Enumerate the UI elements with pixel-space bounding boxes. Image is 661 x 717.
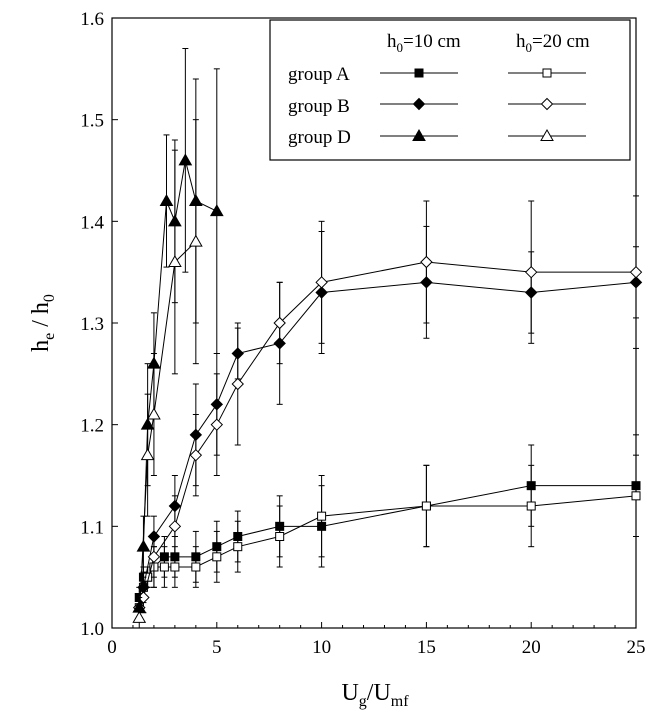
y-tick-label: 1.4 (80, 212, 104, 233)
data-point (178, 153, 193, 166)
data-point (540, 97, 554, 111)
data-point (159, 562, 169, 572)
data-point (140, 448, 155, 461)
x-tick-label: 15 (417, 637, 436, 658)
series-group-d-20cm (132, 119, 203, 629)
legend-box (269, 19, 631, 161)
data-point (147, 550, 161, 564)
data-point (170, 562, 180, 572)
data-point (631, 491, 641, 501)
data-point (420, 255, 433, 269)
data-point (210, 418, 224, 431)
data-point (273, 316, 286, 330)
data-point (159, 193, 174, 206)
y-tick-label: 1.3 (80, 314, 104, 335)
series-line (138, 261, 636, 608)
legend-col1-header: h0=10 cm (387, 31, 461, 55)
data-point (540, 128, 554, 141)
data-point (524, 265, 538, 279)
axis-ticks: 0 5 10 15 20 25 1.0 1.1 1.2 1.3 1.4 1.5 1.6 (80, 9, 645, 658)
data-point (233, 542, 243, 552)
y-tick-label: 1.2 (80, 416, 104, 437)
data-point (212, 552, 222, 562)
x-axis-title: Ug/Umf (341, 680, 409, 710)
legend-label-group-a: group A (288, 64, 350, 85)
legend: h0=10 cm h0=20 cm group A group B group … (269, 19, 631, 161)
y-tick-label: 1.0 (80, 619, 104, 640)
data-point (412, 97, 426, 111)
x-tick-label: 5 (212, 637, 222, 658)
x-tick-label: 20 (522, 637, 541, 658)
data-point (275, 532, 285, 541)
data-point (188, 234, 203, 247)
series-group-b-20cm (133, 195, 643, 619)
data-point (189, 448, 203, 462)
legend-swatches (380, 68, 586, 141)
x-tick-label: 0 (107, 637, 117, 658)
data-point (412, 128, 426, 141)
series-layer (132, 48, 643, 629)
data-point (191, 562, 201, 572)
x-tick-label: 25 (627, 637, 646, 658)
series-line (138, 495, 637, 608)
x-tick-label: 10 (312, 637, 331, 658)
data-point (147, 407, 161, 420)
data-point (317, 511, 327, 521)
series-line (138, 160, 218, 608)
data-point (168, 520, 182, 533)
y-tick-label: 1.6 (80, 9, 104, 30)
y-tick-label: 1.5 (80, 111, 104, 132)
data-point (629, 265, 643, 279)
series-group-a-20cm (134, 454, 641, 619)
data-point (132, 610, 147, 623)
data-point (315, 276, 328, 289)
y-axis-title: he / h0 (28, 294, 58, 352)
data-point (209, 204, 224, 217)
data-point (168, 254, 182, 267)
series-group-b-10cm (133, 225, 643, 619)
data-point (542, 68, 552, 78)
data-point (526, 501, 536, 511)
series-line (138, 485, 636, 598)
series-group-d-10cm (132, 48, 224, 619)
data-point (414, 68, 424, 78)
legend-col2-header: h0=20 cm (516, 31, 590, 55)
legend-label-group-b: group B (288, 96, 350, 117)
y-tick-label: 1.1 (80, 517, 104, 538)
series-line (138, 281, 637, 608)
legend-label-group-d: group D (288, 127, 351, 148)
data-point (231, 377, 244, 391)
series-group-a-10cm (134, 434, 641, 609)
data-point (421, 501, 431, 511)
